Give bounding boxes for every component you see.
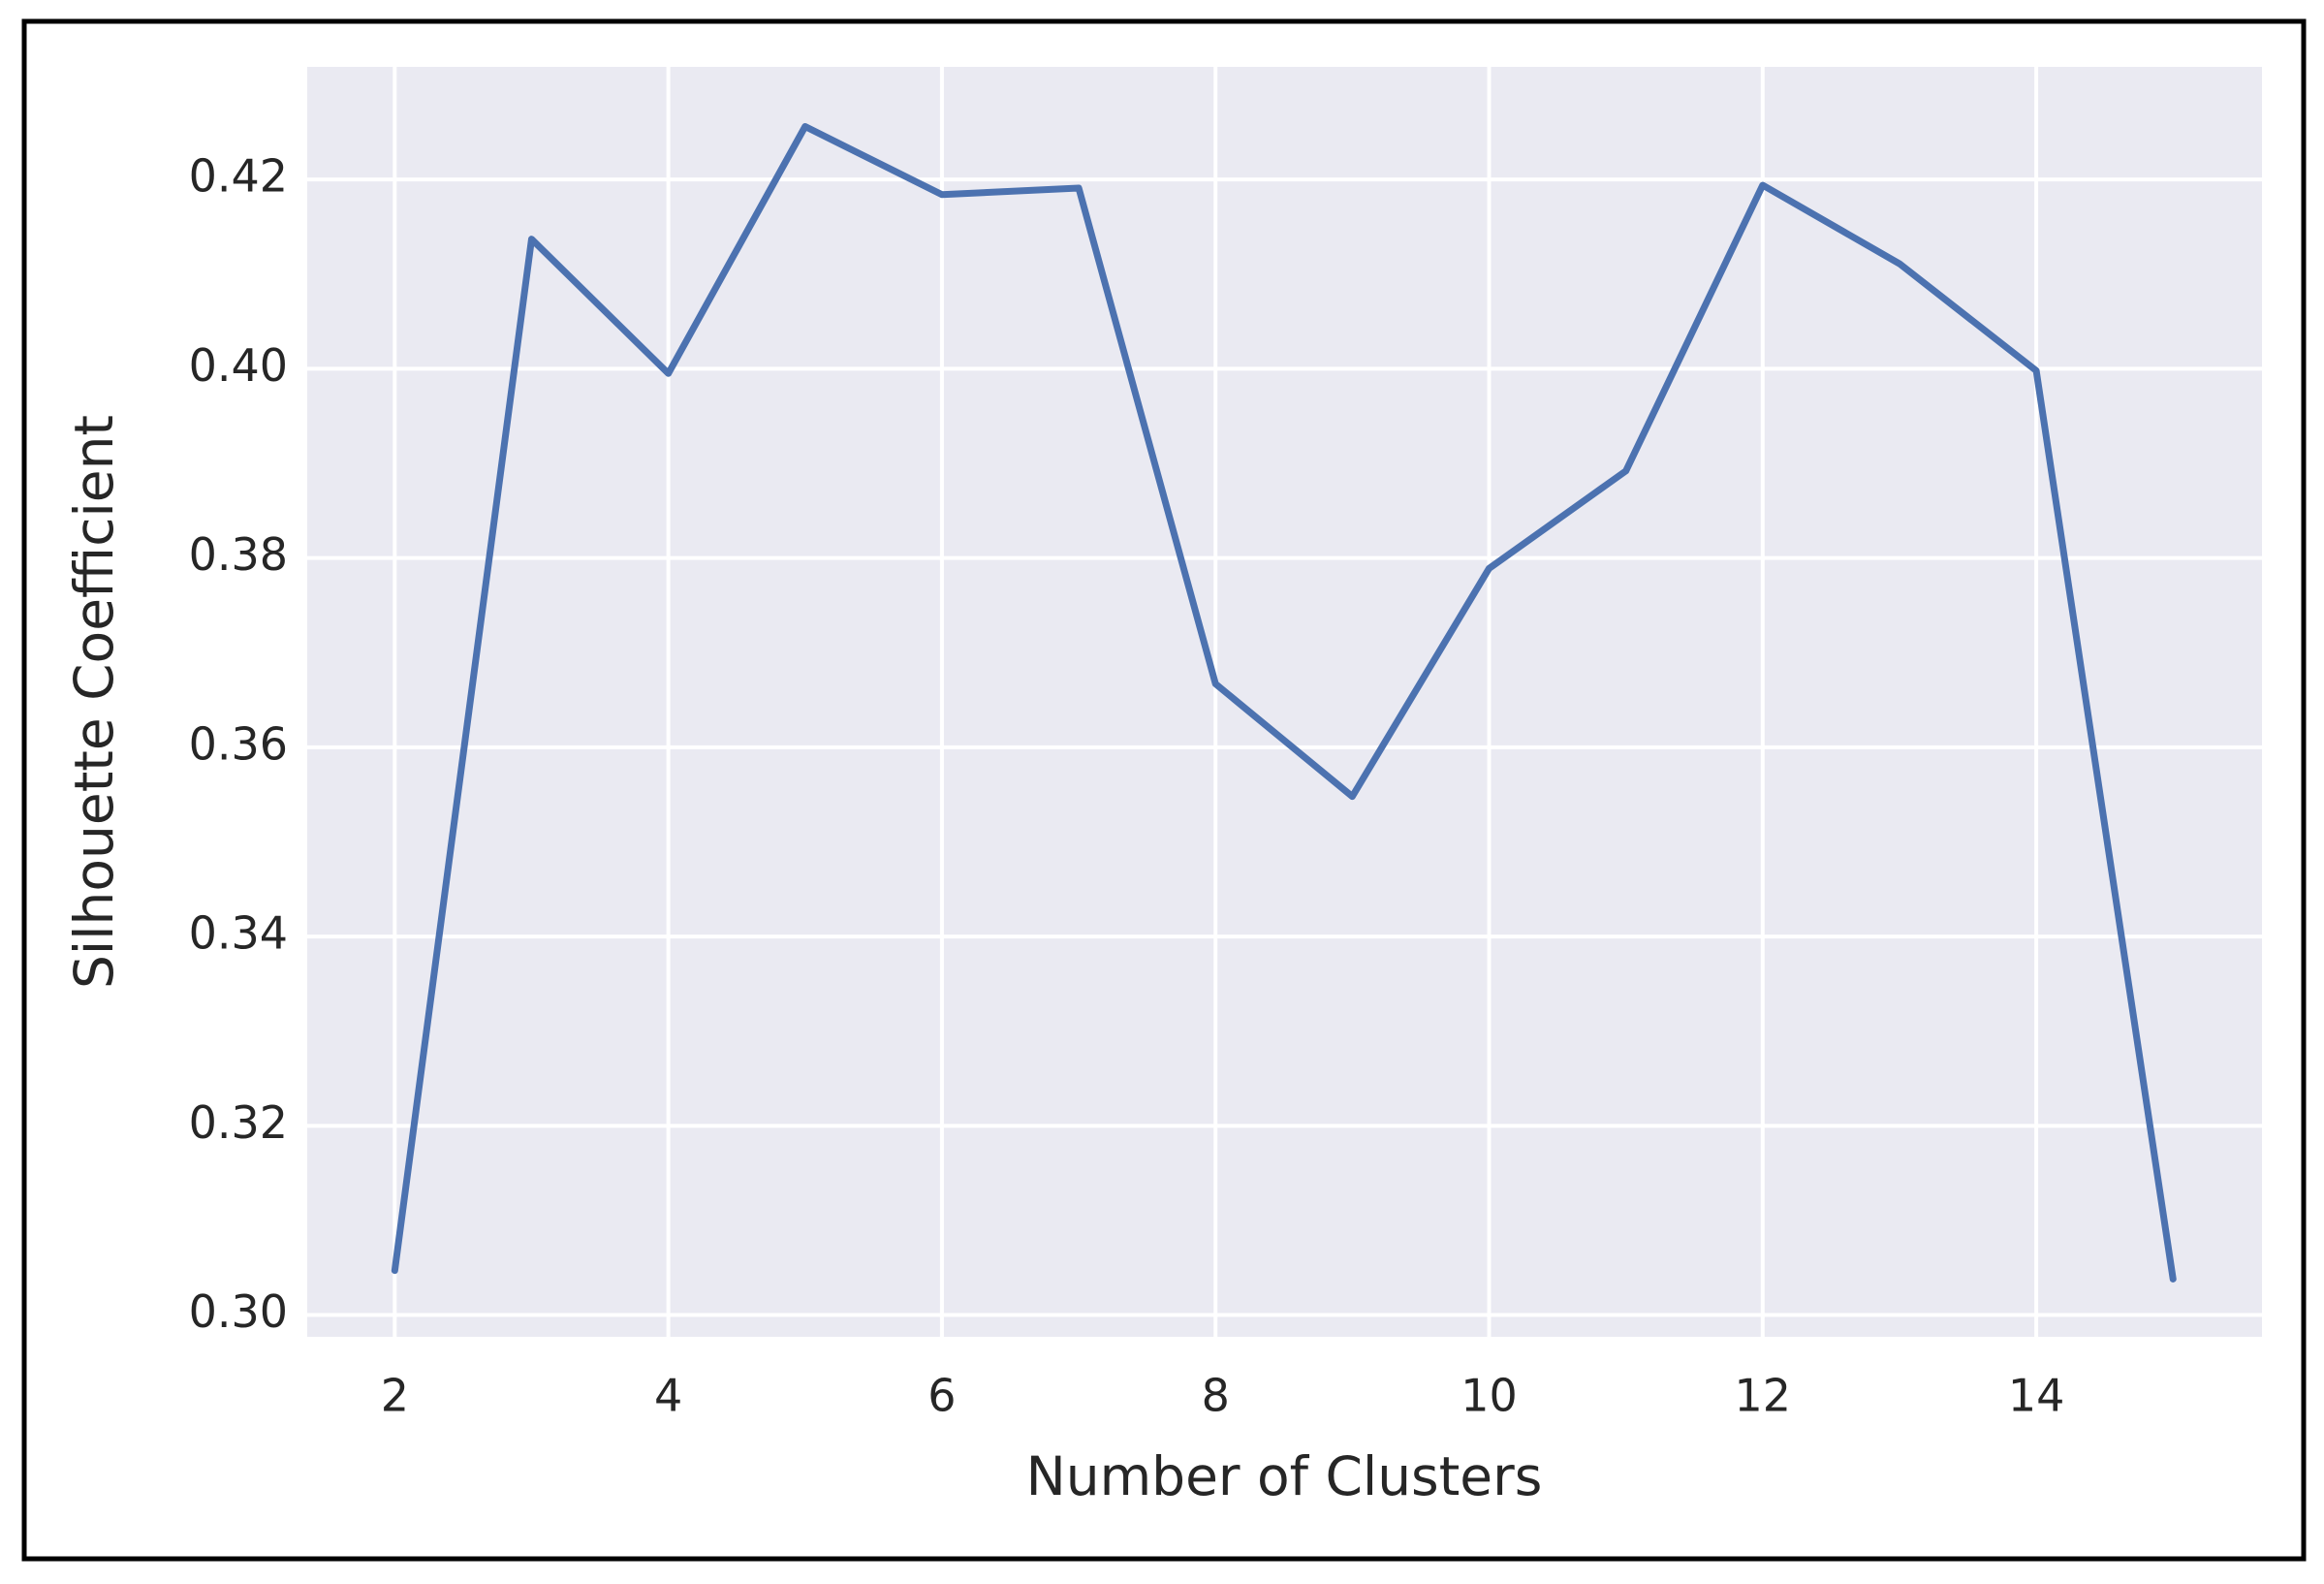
y-tick-label: 0.42	[189, 150, 288, 203]
x-tick-label: 8	[1202, 1370, 1230, 1422]
y-axis-label: Silhouette Coefficient	[63, 415, 125, 989]
y-tick-label: 0.36	[189, 717, 288, 770]
x-tick-label: 10	[1460, 1370, 1518, 1422]
data-line	[391, 122, 2177, 1283]
plot-area	[307, 67, 2262, 1337]
x-axis-label: Number of Clusters	[1026, 1445, 1543, 1507]
y-tick-label: 0.32	[189, 1096, 288, 1149]
x-tick-label: 2	[381, 1370, 409, 1422]
y-tick-label: 0.40	[189, 339, 288, 392]
x-tick-label: 14	[2008, 1370, 2065, 1422]
x-tick-label: 12	[1735, 1370, 1792, 1422]
y-tick-label: 0.34	[189, 907, 288, 960]
x-tick-label: 6	[927, 1370, 956, 1422]
plot-background	[307, 67, 2262, 1337]
y-tick-label: 0.30	[189, 1285, 288, 1338]
x-tick-label: 4	[654, 1370, 682, 1422]
y-tick-label: 0.38	[189, 528, 288, 581]
